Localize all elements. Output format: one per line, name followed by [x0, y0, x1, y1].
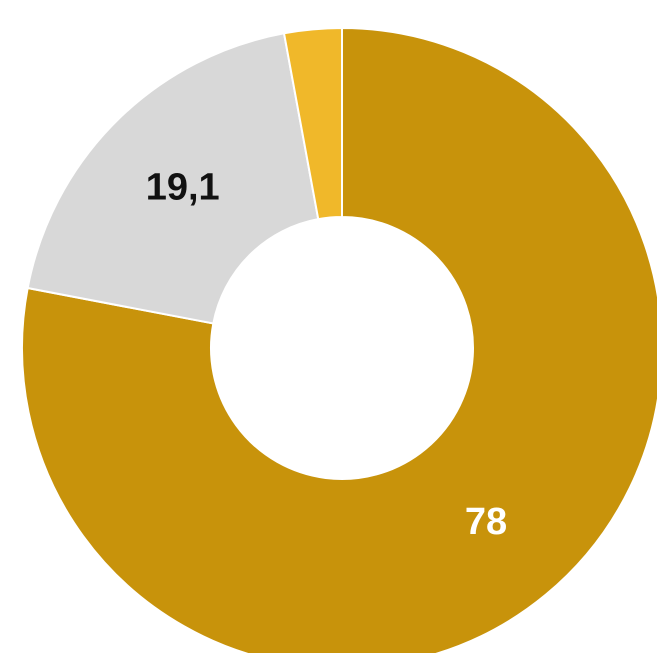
donut-slice-1 [26, 32, 320, 325]
data-label-0: 78 [465, 501, 507, 543]
donut-slice-2 [282, 26, 343, 221]
data-label-1: 19,1 [146, 167, 220, 209]
donut-slice-0 [21, 26, 657, 653]
